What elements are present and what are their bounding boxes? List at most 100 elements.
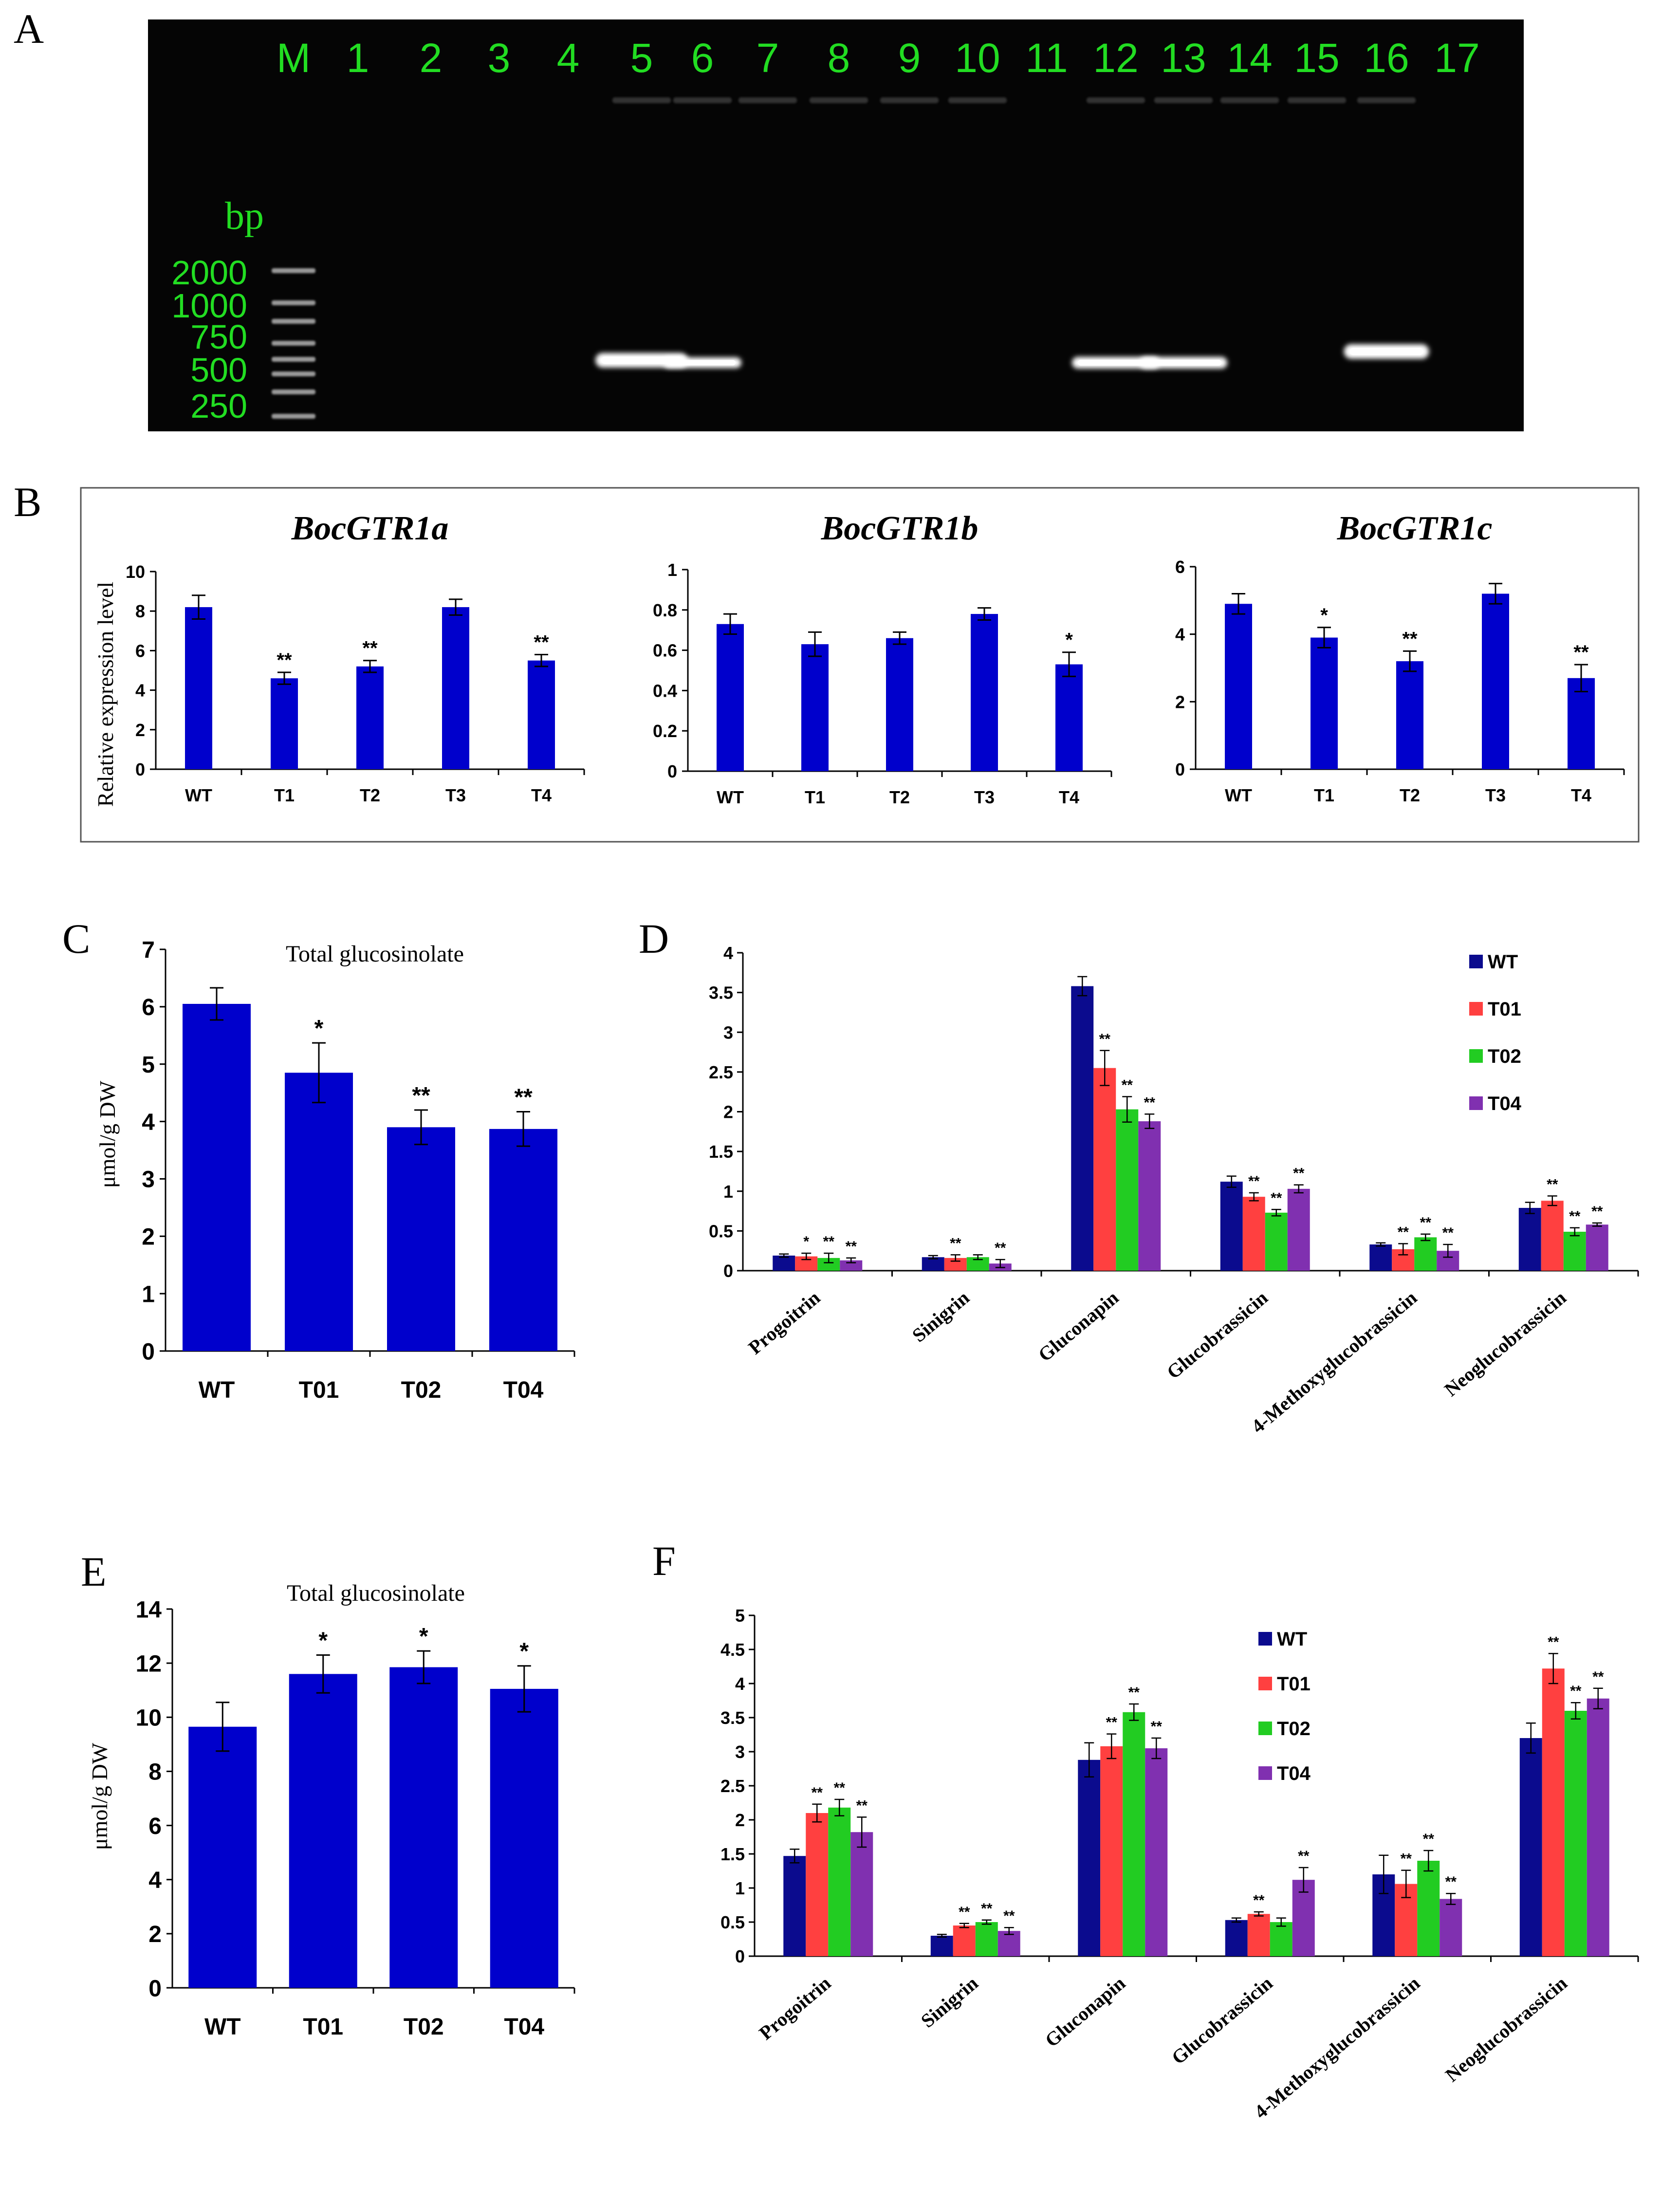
y-tick-label: 3 [723,1022,733,1042]
gel-ladder-label: 750 [190,318,247,356]
y-tick-label: 8 [135,601,145,621]
significance-mark: * [519,1639,529,1665]
gel-marker-band [272,371,315,376]
gel-well [1154,97,1213,103]
bar [1225,604,1252,769]
chart-title: BocGTR1a [291,510,449,547]
x-category-label: WT [185,785,212,805]
gel-lane-label: 11 [1025,35,1068,81]
x-category-label: T4 [1571,785,1591,805]
bar-t04 [1587,1698,1609,1956]
bar [188,1726,257,1988]
y-tick-label: 2.5 [709,1062,733,1082]
bar [489,1129,557,1351]
x-category-label: T4 [531,785,552,805]
gel-marker-band [272,341,315,346]
chart-total-glucosinolate-e: 0 2 4 6 8 10 12 14 WT * T01 * T02 * T04 Total glucosino… [87,1580,575,2040]
legend-swatch-t02 [1469,1049,1483,1063]
significance-mark: ** [823,1234,835,1250]
gel-marker-band [272,319,315,324]
significance-mark: ** [1547,1177,1558,1193]
gel-ladder-label: 2000 [171,254,247,292]
x-category-label: T4 [1059,787,1079,807]
bar [1396,661,1423,769]
y-tick-label: 12 [136,1651,162,1677]
x-category-label: T2 [1400,785,1420,805]
significance-mark: ** [1423,1831,1435,1847]
x-category-label: T01 [299,1377,339,1403]
significance-mark: ** [514,1085,533,1111]
bar [801,644,829,771]
significance-mark: * [803,1234,809,1250]
significance-mark: ** [1248,1173,1260,1189]
bar-wt [922,1257,944,1271]
significance-mark: ** [1569,1208,1581,1224]
gel-marker-band [272,389,315,394]
bar-t01 [1542,1668,1565,1956]
significance-mark: ** [1253,1892,1265,1908]
significance-mark: ** [959,1904,970,1920]
chart-title: BocGTR1b [821,510,978,547]
chart-title: BocGTR1c [1337,510,1493,547]
gel-lane-label: 3 [488,35,511,81]
significance-mark: ** [1420,1215,1432,1231]
panel-label-e: E [81,1548,107,1595]
gel-ladder-label: 500 [190,351,247,389]
bar-t01 [1100,1746,1123,1956]
y-tick-label: 2 [723,1102,733,1122]
bar-wt [1369,1244,1392,1271]
gel-marker-bands [272,268,315,419]
bar-t04 [1145,1748,1168,1956]
significance-mark: * [318,1628,328,1653]
y-tick-label: 3 [142,1167,155,1193]
y-axis-label: μmol/g DW [87,1742,112,1850]
gel-well [673,97,732,103]
legend-label: T01 [1488,999,1521,1020]
gel-well [1288,97,1346,103]
y-tick-label: 4 [723,943,733,963]
y-tick-label: 5 [735,1606,745,1626]
significance-mark: ** [1592,1669,1604,1685]
y-tick-label: 2 [148,1922,162,1947]
chart-total-glucosinolate-c: 0 1 2 3 4 5 6 7 WT * T01 ** T02 ** T04 Total glucosinol… [95,937,575,1403]
y-tick-label: 4 [135,681,145,701]
gel-unit-label: bp [225,195,264,238]
bar-t01 [953,1925,976,1956]
chart-title: Total glucosinolate [287,1580,465,1606]
y-tick-label: 2 [142,1224,155,1250]
y-tick-label: 4.5 [720,1640,745,1660]
bar [285,1073,353,1351]
x-category-label: T3 [1485,785,1506,805]
legend-label: T02 [1277,1718,1311,1740]
significance-mark: ** [1573,642,1589,663]
gel-lane-label: 17 [1434,35,1479,81]
significance-mark: ** [1298,1848,1310,1864]
gel-band [669,360,736,366]
gel-lane-label: 16 [1364,35,1409,81]
x-category-label: 4-Methoxyglucobrassicin [1250,1972,1424,2123]
gel-lane-label: M [277,35,311,81]
gel-marker-band [272,357,315,362]
x-category-label: WT [1225,785,1252,805]
x-category-label: T3 [445,785,466,805]
gel-ladder-label: 1000 [171,287,247,325]
x-category-label: T04 [503,1377,544,1403]
gel-well [880,97,939,103]
x-category-label: Sinigrin [908,1286,974,1346]
bar-t02 [1116,1109,1139,1271]
significance-mark: ** [856,1797,868,1814]
chart-bocgtr1a: 0 2 4 6 8 10 WT ** T1 ** T2 T3 ** T4 BocGTR1a [126,510,585,805]
x-category-label: Neoglucobrassicin [1440,1286,1570,1400]
bar-wt [1071,986,1094,1271]
bar-t02 [1563,1232,1586,1271]
x-category-label: T02 [401,1377,442,1403]
bar [183,1003,251,1351]
bar-wt [1519,1738,1542,1956]
bar [271,678,298,769]
legend-swatch-t02 [1258,1722,1272,1735]
y-tick-label: 2.5 [720,1776,745,1796]
bar-wt [1220,1182,1243,1271]
bar [389,1667,458,1988]
